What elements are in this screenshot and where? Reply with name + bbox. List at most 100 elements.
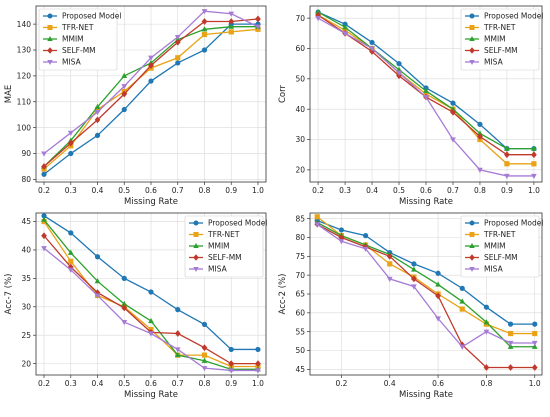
x-tick-label: 1.0 <box>529 379 541 388</box>
data-point <box>201 9 208 15</box>
data-point <box>121 106 127 113</box>
data-point <box>94 106 101 113</box>
data-point <box>435 316 441 322</box>
x-tick-label: 0.3 <box>65 186 77 195</box>
legend: Proposed Model TFR-NET MMIM SELF-MM MISA <box>460 215 543 278</box>
x-tick-label: 0.7 <box>172 379 184 388</box>
data-point <box>435 281 441 287</box>
data-point <box>94 132 101 139</box>
data-point <box>174 347 181 353</box>
legend-label: TFR-NET <box>483 230 516 239</box>
data-point <box>459 285 465 291</box>
data-point <box>531 145 537 151</box>
x-tick-label: 0.8 <box>199 186 211 195</box>
series-line <box>316 223 535 369</box>
x-axis-label: Missing Rate <box>124 197 178 207</box>
data-point <box>314 214 320 220</box>
data-point <box>148 78 154 84</box>
data-point <box>121 72 128 78</box>
legend-marker <box>193 254 199 261</box>
data-point <box>450 100 456 106</box>
y-tick-label: 120 <box>17 72 32 81</box>
x-tick-label: 0.5 <box>118 379 130 388</box>
legend: Proposed Model TFR-NET MMIM SELF-MM MISA <box>38 8 121 71</box>
legend-marker <box>469 13 475 19</box>
x-axis-label: Missing Rate <box>124 390 178 400</box>
legend-label: MISA <box>208 265 228 274</box>
data-point <box>411 261 417 267</box>
legend-label: Proposed Model <box>208 219 267 228</box>
data-point <box>396 70 402 76</box>
y-tick-label: 85 <box>295 214 305 223</box>
data-point <box>459 344 466 350</box>
data-point <box>175 55 181 61</box>
data-point <box>314 222 321 228</box>
data-point <box>41 171 47 177</box>
data-point <box>315 8 321 15</box>
x-tick-label: 0.8 <box>474 186 486 195</box>
data-point <box>315 16 321 22</box>
y-tick-label: 80 <box>21 175 31 184</box>
legend-marker <box>47 60 53 65</box>
data-point <box>531 343 538 349</box>
data-point <box>387 261 393 267</box>
x-tick-label: 0.6 <box>432 379 444 388</box>
data-point <box>121 304 128 312</box>
data-point <box>67 267 74 273</box>
legend-marker <box>47 13 53 19</box>
x-tick-label: 0.3 <box>339 186 351 195</box>
data-point <box>435 292 441 300</box>
x-tick-label: 0.9 <box>225 186 237 195</box>
y-tick-label: 25 <box>21 331 31 340</box>
data-point <box>483 329 490 335</box>
data-point <box>228 18 235 25</box>
data-point <box>175 307 181 313</box>
data-point <box>68 258 74 264</box>
data-point <box>450 108 456 116</box>
x-axis-label: Missing Rate <box>399 390 453 400</box>
data-point <box>67 130 74 136</box>
x-tick-label: 0.7 <box>172 186 184 195</box>
data-point <box>255 24 261 30</box>
data-point <box>41 163 47 170</box>
data-point <box>201 366 208 372</box>
legend-label: SELF-MM <box>484 253 518 262</box>
legend-marker <box>469 243 475 248</box>
legend-marker <box>469 232 475 237</box>
data-point <box>507 340 514 347</box>
data-point <box>507 343 514 349</box>
data-point <box>477 121 483 127</box>
y-tick-label: 130 <box>17 46 32 55</box>
legend-label: TFR-NET <box>61 23 94 32</box>
data-point <box>41 246 47 252</box>
data-point <box>121 300 128 307</box>
y-tick-label: 140 <box>17 20 32 29</box>
data-point <box>386 276 393 283</box>
data-point <box>477 130 483 136</box>
data-point <box>94 103 101 110</box>
legend-label: SELF-MM <box>62 46 96 55</box>
y-tick-label: 20 <box>295 166 305 175</box>
data-point <box>362 233 369 239</box>
x-tick-label: 0.3 <box>65 379 77 388</box>
x-tick-label: 0.2 <box>38 186 50 195</box>
legend-marker <box>47 25 53 30</box>
data-point <box>148 55 154 61</box>
legend-label: MMIM <box>62 35 84 44</box>
legend-label: MMIM <box>208 242 230 251</box>
series-misa <box>314 222 538 350</box>
chart-panel-bottom-left: 0.2 0.3 0.4 0.5 0.6 0.7 0.8 0.9 1.0 20 25 30 35 40 45 M… <box>4 212 267 400</box>
y-tick-label: 45 <box>295 365 305 374</box>
data-point <box>174 351 181 358</box>
series-line <box>316 223 535 348</box>
y-tick-label: 45 <box>21 217 31 226</box>
data-point <box>41 151 47 157</box>
x-tick-label: 1.0 <box>252 186 264 195</box>
legend-box <box>184 215 264 278</box>
data-point <box>507 330 514 337</box>
data-point <box>342 24 348 30</box>
x-tick-label: 0.2 <box>312 186 324 195</box>
y-tick-label: 60 <box>295 44 305 53</box>
